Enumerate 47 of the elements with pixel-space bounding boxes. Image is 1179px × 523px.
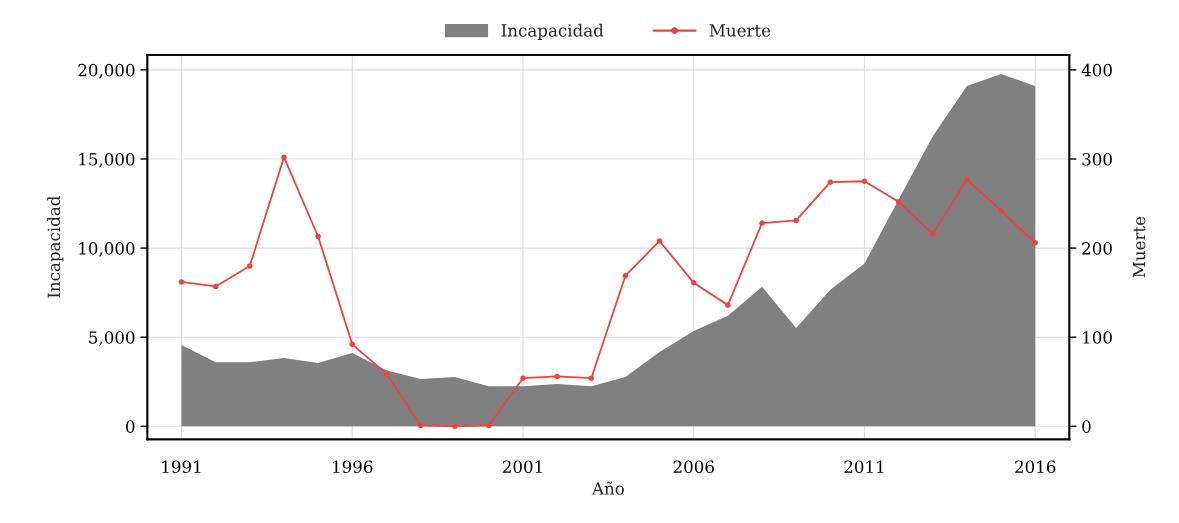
legend-label: Incapacidad [501, 23, 604, 40]
y-tick-label: 15,000 [79, 152, 135, 168]
point [281, 154, 287, 160]
point [895, 198, 902, 205]
point [315, 233, 321, 240]
point [1032, 239, 1038, 246]
point [861, 178, 868, 185]
x-tick-label: 2016 [1015, 460, 1056, 474]
y-tick-label: 5,000 [89, 331, 135, 346]
x-tick-label: 1996 [333, 460, 373, 474]
point [417, 422, 424, 429]
point [656, 238, 663, 244]
y2-tick-label: 300 [1082, 152, 1112, 166]
point [520, 375, 526, 381]
point [588, 375, 595, 381]
x-tick-label: 2011 [844, 460, 884, 474]
point [759, 220, 765, 226]
y-tick-label: 20,000 [78, 63, 135, 79]
point [212, 283, 219, 290]
point [964, 176, 970, 183]
y2-axis-title: Muerte [1132, 216, 1146, 278]
point [451, 423, 458, 430]
point [349, 341, 356, 348]
point [247, 263, 253, 269]
point [554, 373, 560, 380]
point [622, 272, 629, 279]
y2-tick-label: 0 [1082, 420, 1091, 433]
x-tick-label: 2006 [673, 460, 714, 474]
y2-tick-label: 200 [1082, 242, 1112, 255]
x-tick-label: 1991 [162, 460, 201, 474]
point [725, 302, 731, 308]
point [793, 217, 799, 224]
point [998, 207, 1004, 214]
y2-tick-label: 100 [1083, 331, 1112, 344]
x-axis-title: Año [591, 481, 624, 495]
point [929, 231, 936, 237]
point [827, 179, 834, 185]
point [178, 279, 185, 285]
y-tick-label: 10,000 [79, 242, 135, 257]
legend-label: Muerte [709, 24, 771, 37]
point [486, 422, 492, 429]
x-tick-label: 2001 [502, 460, 542, 474]
point [383, 370, 390, 377]
y-tick-label: 0 [126, 420, 135, 433]
y-axis-title: Incapacidad [47, 196, 64, 298]
point [690, 280, 697, 286]
y2-tick-label: 400 [1081, 63, 1112, 77]
